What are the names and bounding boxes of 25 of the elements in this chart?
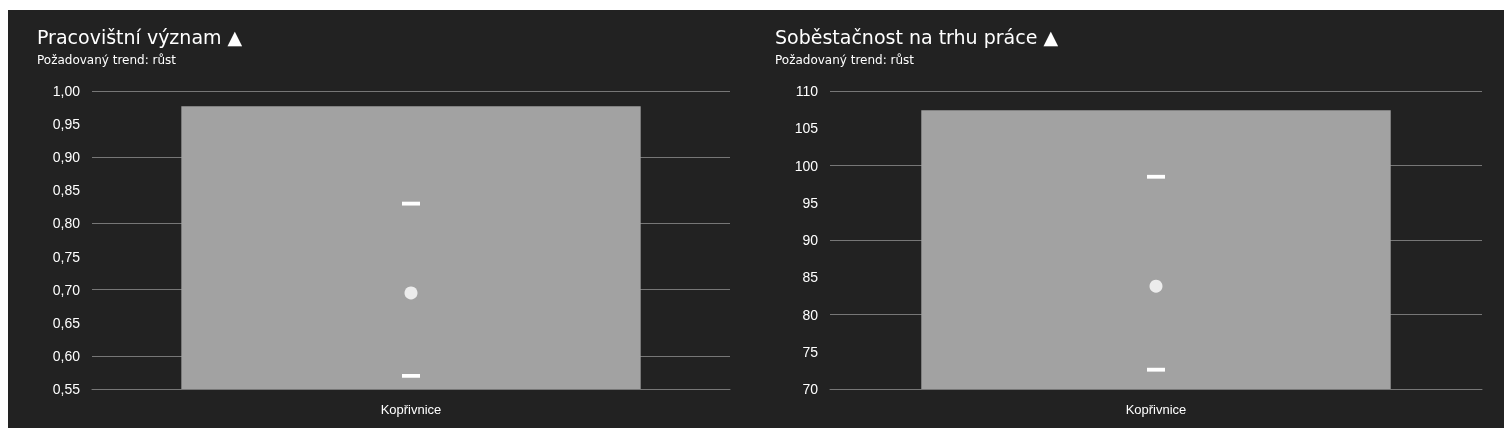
chart-title: Pracovištní význam ▲ [37,25,243,48]
chart-subtitle: Požadovaný trend: růst [775,53,915,67]
y-tick-label: 85 [802,269,819,286]
y-tick-label: 1,00 [52,83,81,99]
y-tick-label: 105 [794,120,819,137]
y-tick-label: 70 [802,381,819,397]
y-tick-label: 0,60 [52,347,81,364]
chart-subtitle: Požadovaný trend: růst [37,53,177,67]
y-tick-label: 0,85 [52,182,81,199]
y-tick-label: 80 [802,306,819,323]
y-tick-label: 100 [794,157,819,174]
y-tick-label: 0,70 [52,281,81,298]
y-tick-label: 90 [802,232,819,248]
y-tick-label: 0,90 [52,149,81,166]
y-tick-label: 95 [802,194,819,211]
y-tick-label: 0,55 [52,381,81,397]
x-tick-label: Kopřivnice [380,402,442,417]
y-tick-label: 0,80 [52,215,81,232]
chart-title: Soběstačnost na trhu práce ▲ [775,25,1059,48]
y-tick-label: 110 [795,83,819,99]
y-tick-label: 0,75 [52,248,81,265]
x-tick-label: Kopřivnice [1125,402,1187,417]
y-tick-label: 0,65 [52,314,81,331]
y-tick-label: 75 [802,343,819,360]
y-tick-label: 0,95 [52,116,81,133]
